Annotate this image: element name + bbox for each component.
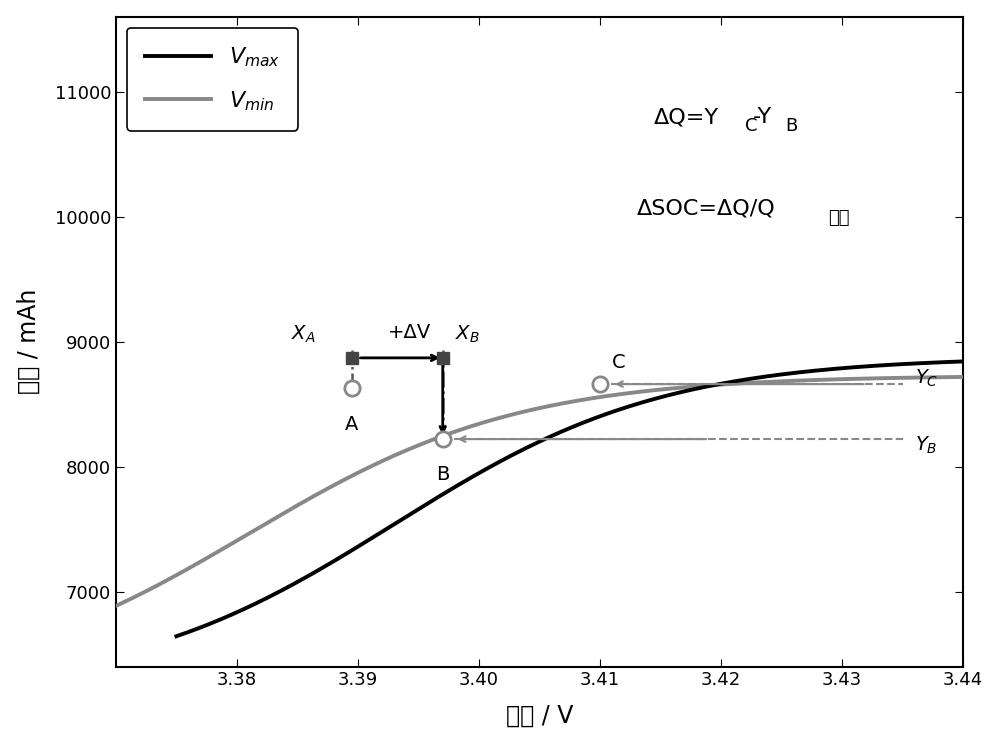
Y-axis label: 容量 / mAh: 容量 / mAh <box>17 289 41 394</box>
Text: ΔQ=Y: ΔQ=Y <box>654 107 719 127</box>
Text: B: B <box>785 117 798 135</box>
Text: ΔSOC=ΔQ/Q: ΔSOC=ΔQ/Q <box>637 199 776 219</box>
Text: $X_B$: $X_B$ <box>455 324 480 345</box>
Text: +ΔV: +ΔV <box>388 323 431 341</box>
Text: $Y_C$: $Y_C$ <box>915 368 938 388</box>
Text: A: A <box>345 414 359 434</box>
Text: $X_A$: $X_A$ <box>291 324 316 345</box>
Legend: $V_{max}$, $V_{min}$: $V_{max}$, $V_{min}$ <box>127 28 298 130</box>
Text: C: C <box>612 353 626 371</box>
X-axis label: 电压 / V: 电压 / V <box>506 703 573 728</box>
Text: 系统: 系统 <box>828 209 849 227</box>
Text: C: C <box>745 117 758 135</box>
Text: -Y: -Y <box>753 107 772 127</box>
Text: $Y_B$: $Y_B$ <box>915 434 937 456</box>
Text: B: B <box>436 465 449 484</box>
